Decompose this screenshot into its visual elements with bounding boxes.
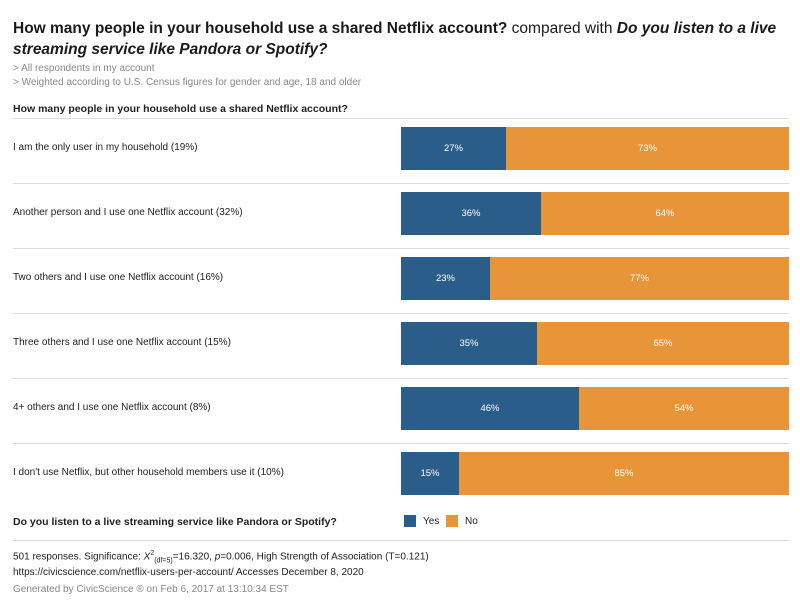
bar-segment-yes: 15% (401, 452, 459, 495)
row-separator (13, 118, 789, 119)
footer-stats: 501 responses. Significance: X2(df=5)=16… (13, 550, 429, 564)
legend-swatch-yes (404, 515, 416, 527)
footer-divider (13, 540, 789, 541)
title-question-2: Do you listen to a live streaming servic… (13, 20, 777, 58)
row-separator (13, 378, 789, 379)
row-separator (13, 313, 789, 314)
stats-p: p (214, 551, 221, 563)
stats-chi-sub: (df=5) (154, 557, 173, 565)
row-separator (13, 183, 789, 184)
category-label: Two others and I use one Netflix account… (13, 271, 224, 283)
stats-prefix: 501 responses. Significance: (13, 551, 144, 563)
note-respondents: > All respondents in my account (13, 63, 155, 74)
category-label: I don't use Netflix, but other household… (13, 466, 284, 478)
stats-chi-sup: 2 (150, 550, 155, 557)
bar-segment-no: 77% (490, 257, 789, 300)
legend-item-no: No (446, 515, 478, 527)
bar-segment-no: 73% (506, 127, 789, 170)
stats-chi: X (143, 551, 151, 563)
legend-item-yes: Yes (404, 515, 439, 527)
legend-title: Do you listen to a live streaming servic… (13, 516, 337, 528)
bar-segment-no: 64% (541, 192, 789, 235)
bar-segment-yes: 35% (401, 322, 537, 365)
bar-segment-yes: 36% (401, 192, 541, 235)
question-heading: How many people in your household use a … (13, 103, 348, 115)
note-weighting: > Weighted according to U.S. Census figu… (13, 77, 362, 88)
category-label: 4+ others and I use one Netflix account … (13, 401, 211, 413)
row-separator (13, 248, 789, 249)
bar-segment-yes: 23% (401, 257, 490, 300)
legend-label-yes: Yes (423, 515, 440, 527)
title-compared: compared with (507, 20, 617, 37)
bar-segment-yes: 27% (401, 127, 506, 170)
bar-segment-no: 65% (537, 322, 789, 365)
legend-label-no: No (465, 515, 478, 527)
stats-mid: =16.320, (172, 551, 215, 563)
footer-generated: Generated by CivicScience ® on Feb 6, 20… (13, 584, 289, 595)
row-separator (13, 443, 789, 444)
category-label: Another person and I use one Netflix acc… (13, 206, 243, 218)
category-label: Three others and I use one Netflix accou… (13, 336, 231, 348)
bar-segment-no: 54% (579, 387, 789, 430)
title-question-1: How many people in your household use a … (13, 20, 508, 37)
bar-segment-no: 85% (459, 452, 789, 495)
stats-end: =0.006, High Strength of Association (T=… (220, 551, 429, 563)
chart-title: How many people in your household use a … (13, 18, 783, 60)
bar-segment-yes: 46% (401, 387, 579, 430)
legend-swatch-no (446, 515, 458, 527)
footer-source: https://civicscience.com/netflix-users-p… (13, 567, 364, 578)
category-label: I am the only user in my household (19%) (13, 141, 198, 153)
